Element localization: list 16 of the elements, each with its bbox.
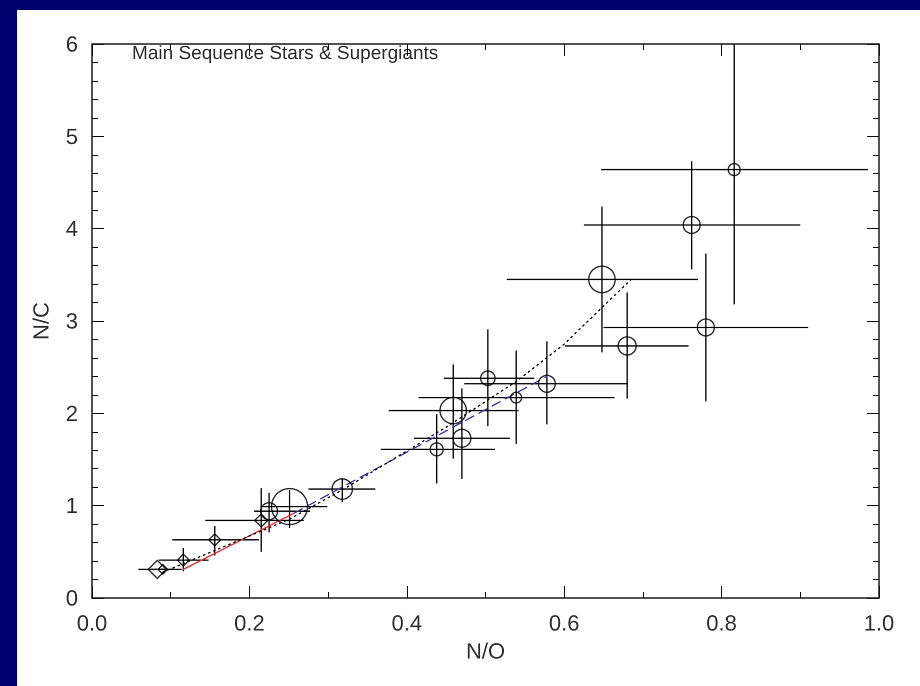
y-tick-label: 4 (66, 216, 78, 242)
y-tick-label: 3 (66, 308, 78, 334)
x-tick-label: 0.6 (548, 610, 580, 636)
y-tick-label: 0 (66, 586, 78, 610)
y-tick-label: 6 (66, 32, 78, 56)
x-tick-label: 0.0 (76, 610, 108, 636)
x-tick-label: 0.2 (234, 610, 265, 636)
y-tick-label: 5 (66, 124, 78, 149)
y-tick-label: 1 (66, 493, 78, 518)
y-tick-label: 2 (66, 400, 78, 426)
x-tick-label: 0.8 (706, 610, 737, 636)
x-axis-title: N/O (466, 638, 506, 664)
x-tick-label: 0.4 (392, 610, 422, 636)
x-tick-label: 1.0 (864, 610, 894, 636)
y-axis-title: N/C (28, 302, 54, 340)
annotation: Main Sequence Stars & Supergiants (132, 43, 438, 64)
